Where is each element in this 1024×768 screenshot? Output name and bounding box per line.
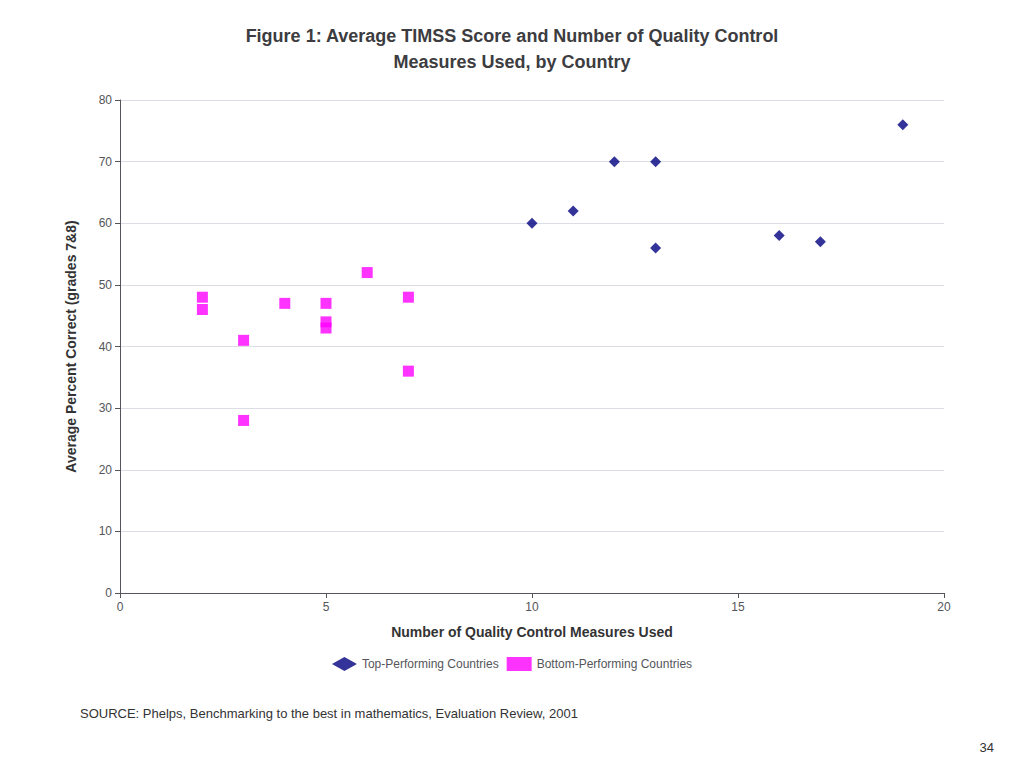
svg-text:70: 70	[99, 155, 113, 169]
svg-text:Number of Quality Control Meas: Number of Quality Control Measures Used	[391, 624, 673, 640]
svg-text:0: 0	[105, 586, 112, 600]
svg-text:Top-Performing Countries: Top-Performing Countries	[362, 657, 499, 671]
svg-text:15: 15	[731, 600, 745, 614]
svg-text:Average Percent Correct (grade: Average Percent Correct (grades 7&8)	[63, 220, 79, 472]
svg-text:5: 5	[323, 600, 330, 614]
svg-text:SOURCE: Phelps, Benchmarking t: SOURCE: Phelps, Benchmarking to the best…	[80, 706, 578, 721]
svg-text:60: 60	[99, 216, 113, 230]
svg-text:10: 10	[525, 600, 539, 614]
svg-text:40: 40	[99, 340, 113, 354]
svg-text:20: 20	[937, 600, 951, 614]
svg-text:50: 50	[99, 278, 113, 292]
svg-text:20: 20	[99, 463, 113, 477]
svg-text:Bottom-Performing Countries: Bottom-Performing Countries	[537, 657, 692, 671]
svg-text:Measures Used, by Country: Measures Used, by Country	[393, 52, 630, 72]
svg-text:34: 34	[980, 740, 994, 755]
svg-text:0: 0	[117, 600, 124, 614]
svg-text:80: 80	[99, 93, 113, 107]
svg-text:10: 10	[99, 524, 113, 538]
svg-text:Figure 1: Average TIMSS Score: Figure 1: Average TIMSS Score and Number…	[246, 26, 779, 46]
svg-text:30: 30	[99, 401, 113, 415]
